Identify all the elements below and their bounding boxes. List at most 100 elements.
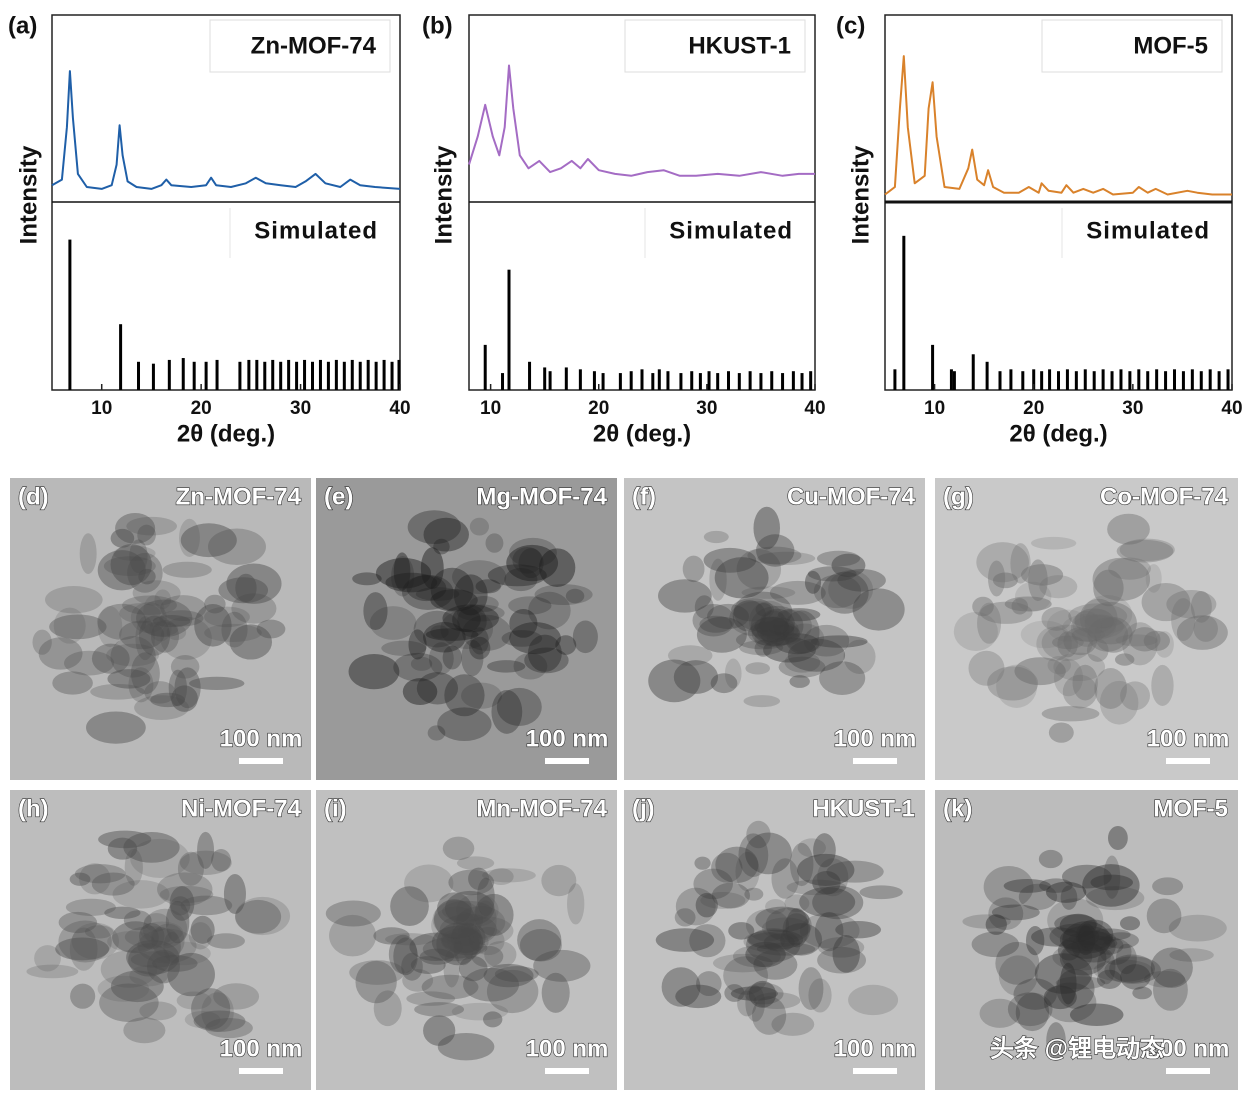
- simulated-peak: [618, 373, 622, 390]
- simulated-peak: [800, 373, 804, 390]
- x-tick-label: 10: [924, 398, 945, 419]
- particle: [817, 858, 849, 897]
- particle: [1150, 947, 1193, 988]
- particle: [221, 611, 248, 648]
- simulated-peak: [629, 371, 633, 390]
- particle: [483, 963, 534, 988]
- simulated-peak: [666, 371, 670, 390]
- tem-title: Mn-MOF-74: [476, 795, 607, 822]
- simulated-peak: [1009, 369, 1013, 390]
- simulated-peak: [998, 371, 1002, 390]
- simulated-peak: [1110, 371, 1114, 390]
- tem-title: Cu-MOF-74: [787, 483, 916, 510]
- particle: [714, 557, 769, 599]
- particle: [1143, 970, 1186, 988]
- particle: [160, 595, 207, 622]
- particle: [124, 926, 178, 948]
- particle: [113, 545, 156, 561]
- particle: [1085, 615, 1116, 628]
- particle: [780, 923, 823, 956]
- tem-image: [10, 478, 311, 780]
- particle: [751, 621, 782, 646]
- tem-background: [624, 478, 925, 780]
- particle: [1055, 976, 1106, 990]
- particle: [1093, 936, 1124, 955]
- particle: [797, 853, 855, 887]
- particle: [979, 998, 1021, 1028]
- chart-title: MOF-5: [1133, 32, 1208, 59]
- particle: [430, 589, 478, 612]
- particle: [180, 523, 237, 558]
- particle: [696, 971, 722, 997]
- particle: [1096, 949, 1116, 985]
- particle: [470, 627, 489, 655]
- scale-bar: [545, 1068, 589, 1074]
- particle: [393, 652, 443, 682]
- particle: [1059, 925, 1113, 954]
- particle: [1072, 614, 1124, 639]
- particle: [348, 653, 400, 690]
- particle: [190, 915, 215, 944]
- particle: [784, 894, 810, 913]
- scale-label: 100 nm: [834, 1035, 917, 1062]
- simulated-peak: [1137, 369, 1141, 390]
- scale-label: 100 nm: [220, 725, 303, 752]
- particle: [715, 846, 759, 884]
- simulated-peak: [1074, 371, 1078, 390]
- particle: [129, 965, 169, 987]
- particle: [1047, 898, 1104, 943]
- particle: [736, 549, 782, 590]
- particle: [812, 885, 864, 920]
- particle: [1096, 969, 1122, 989]
- particle: [694, 856, 711, 870]
- particle: [1011, 598, 1029, 615]
- x-tick-label: 20: [1023, 398, 1044, 419]
- particle: [235, 896, 291, 936]
- xrd-curve: [884, 55, 1232, 196]
- particle: [753, 506, 781, 550]
- particle: [53, 607, 86, 644]
- particle: [189, 676, 245, 690]
- particle: [130, 652, 160, 695]
- particle: [168, 669, 187, 707]
- particle: [414, 1002, 465, 1017]
- particle: [730, 986, 778, 1001]
- particle: [513, 652, 548, 680]
- particle: [1048, 722, 1074, 743]
- particle: [1028, 559, 1048, 602]
- particle: [235, 899, 282, 934]
- simulated-peak: [350, 359, 354, 390]
- particle: [729, 601, 784, 637]
- simulated-peak: [809, 371, 813, 390]
- particle: [91, 643, 130, 674]
- particle: [843, 639, 876, 674]
- particle: [211, 848, 231, 872]
- particle: [373, 927, 410, 945]
- particle: [456, 856, 495, 870]
- particle: [541, 972, 570, 1013]
- particle: [423, 622, 466, 653]
- particle: [735, 630, 790, 650]
- particle: [404, 864, 454, 903]
- particle: [1152, 877, 1184, 896]
- simulated-peak: [971, 354, 975, 390]
- particle: [484, 941, 517, 968]
- simulated-peak: [1199, 371, 1203, 390]
- simulated-peak: [255, 359, 259, 390]
- particle: [756, 942, 816, 956]
- tem-panel-label: (k): [943, 795, 972, 822]
- simulated-peak: [151, 363, 155, 390]
- simulated-peak: [1021, 371, 1025, 390]
- particle: [231, 593, 277, 624]
- particle: [528, 591, 571, 630]
- particle: [461, 639, 484, 677]
- particle: [218, 577, 269, 604]
- particle: [410, 956, 446, 974]
- particle: [126, 516, 177, 536]
- particle: [437, 707, 492, 742]
- particle: [693, 868, 733, 900]
- particle: [137, 928, 197, 964]
- particle: [1078, 923, 1096, 952]
- particle: [1043, 985, 1077, 1010]
- particle: [90, 683, 145, 700]
